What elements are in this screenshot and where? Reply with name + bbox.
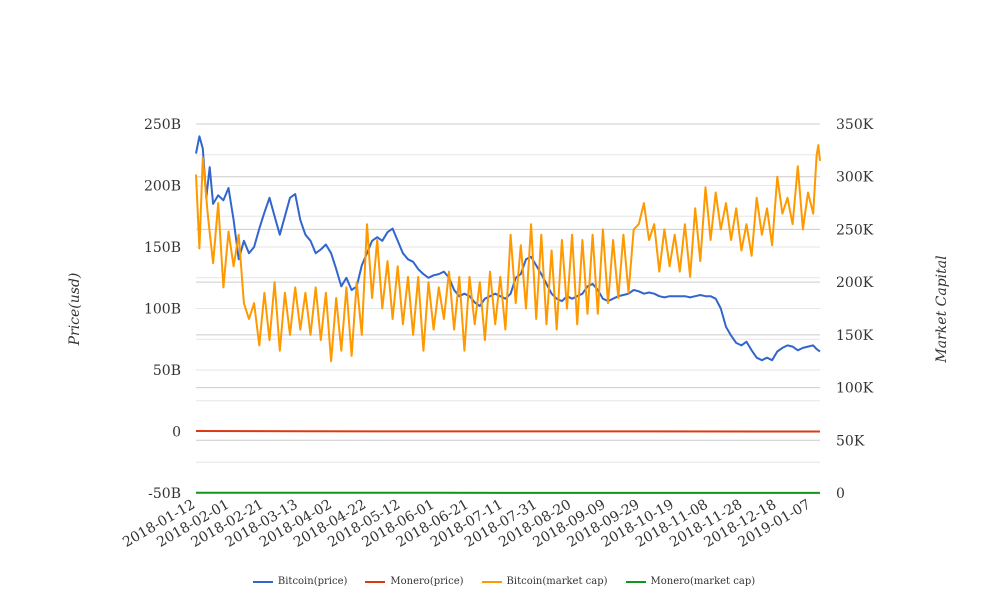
legend-swatch bbox=[481, 580, 502, 583]
right-tick-label: 250K bbox=[836, 222, 874, 238]
series-lines bbox=[195, 135, 821, 494]
right-tick-label: 200K bbox=[836, 275, 874, 291]
series-line-bitcoin-price bbox=[195, 135, 821, 362]
legend-label: Bitcoin(market cap) bbox=[506, 576, 608, 587]
legend-item[interactable]: Bitcoin(market cap) bbox=[481, 576, 608, 587]
right-tick-label: 0 bbox=[836, 486, 845, 502]
legend-swatch bbox=[252, 580, 273, 583]
left-tick-label: 100B bbox=[144, 302, 181, 318]
legend-swatch bbox=[365, 580, 386, 583]
chart-legend: Bitcoin(price) Monero(price) Bitcoin(marke… bbox=[0, 576, 1008, 587]
left-axis-ticks: 250B 200B 150B 100B 50B 0 -50B bbox=[144, 117, 181, 502]
right-axis-ticks: 350K 300K 250K 200K 150K 100K 50K 0 bbox=[836, 117, 874, 502]
right-tick-label: 150K bbox=[836, 328, 874, 344]
right-tick-label: 300K bbox=[836, 170, 874, 186]
left-tick-label: 200B bbox=[144, 179, 181, 195]
legend-item[interactable]: Monero(price) bbox=[365, 576, 464, 587]
legend-label: Monero(market cap) bbox=[650, 576, 756, 587]
legend-swatch bbox=[625, 580, 646, 583]
left-tick-label: 0 bbox=[172, 425, 181, 441]
left-axis-title: Price(usd) bbox=[67, 273, 83, 347]
series-line-bitcoin-market-cap bbox=[195, 144, 821, 363]
left-tick-label: -50B bbox=[148, 486, 181, 502]
left-tick-label: 150B bbox=[144, 240, 181, 256]
legend-label: Monero(price) bbox=[390, 576, 464, 587]
right-axis-title: Market Capital bbox=[934, 255, 950, 363]
gridlines bbox=[196, 123, 820, 494]
legend-item[interactable]: Bitcoin(price) bbox=[252, 576, 348, 587]
x-axis-ticks: 2018-01-122018-02-012018-02-212018-03-13… bbox=[120, 497, 813, 551]
right-tick-label: 100K bbox=[836, 381, 874, 397]
right-tick-label: 50K bbox=[836, 433, 865, 449]
series-line-monero-price bbox=[195, 430, 820, 433]
left-tick-label: 250B bbox=[144, 117, 181, 133]
legend-item[interactable]: Monero(market cap) bbox=[625, 576, 756, 587]
legend-label: Bitcoin(price) bbox=[277, 576, 348, 587]
right-tick-label: 350K bbox=[836, 117, 874, 133]
left-tick-label: 50B bbox=[153, 363, 181, 379]
